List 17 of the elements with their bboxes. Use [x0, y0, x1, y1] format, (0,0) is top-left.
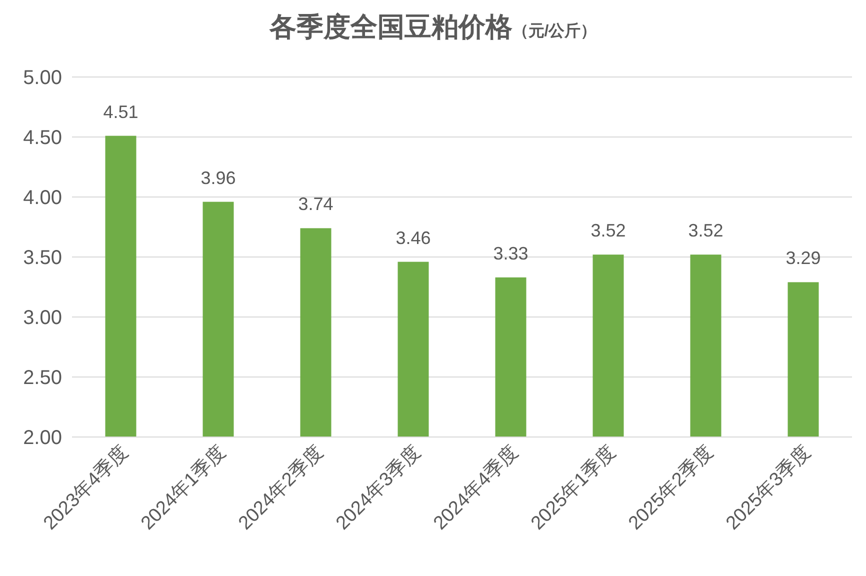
y-tick-label: 4.00	[23, 187, 62, 209]
data-label: 3.33	[493, 243, 528, 264]
y-tick-label: 2.00	[23, 427, 62, 449]
data-label: 4.51	[103, 102, 138, 122]
data-label: 3.96	[200, 168, 236, 188]
data-label: 3.29	[786, 248, 821, 268]
chart-subtitle: （元/公斤）	[512, 22, 597, 40]
data-label: 3.46	[396, 228, 431, 248]
y-tick-label: 2.50	[23, 367, 62, 389]
data-label: 3.52	[590, 220, 626, 241]
y-tick-label: 5.00	[23, 67, 62, 89]
y-tick-label: 3.50	[23, 247, 62, 269]
y-tick-label: 4.50	[23, 127, 62, 149]
chart-title: 各季度全国豆粕价格	[268, 12, 512, 42]
data-label: 3.52	[688, 220, 724, 241]
y-tick-label: 3.00	[23, 307, 62, 329]
data-label: 3.74	[298, 194, 334, 214]
